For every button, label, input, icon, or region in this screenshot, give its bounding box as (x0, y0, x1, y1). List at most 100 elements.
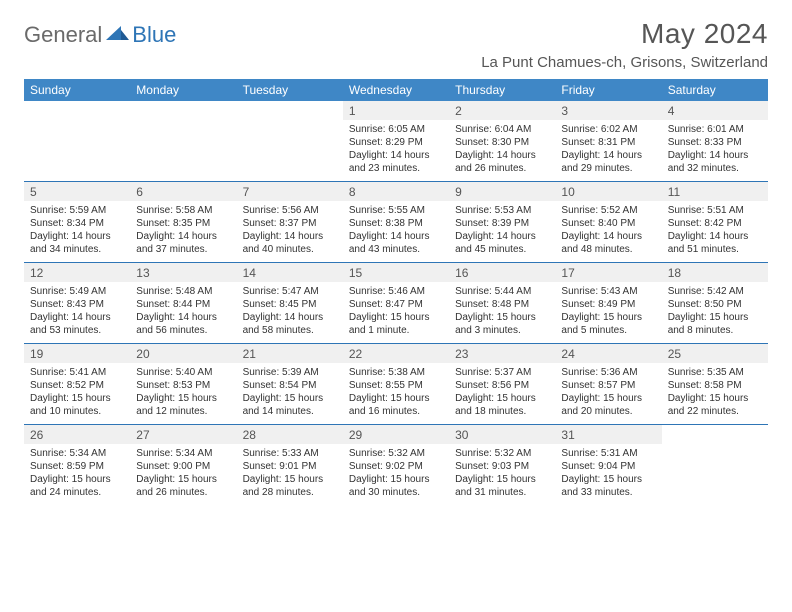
sunset-text: Sunset: 8:59 PM (30, 460, 124, 473)
day-detail: Sunrise: 5:48 AMSunset: 8:44 PMDaylight:… (130, 282, 236, 344)
day-number: 1 (343, 101, 449, 120)
detail-row: Sunrise: 5:59 AMSunset: 8:34 PMDaylight:… (24, 201, 768, 263)
day-detail: Sunrise: 6:05 AMSunset: 8:29 PMDaylight:… (343, 120, 449, 182)
sunrise-text: Sunrise: 5:36 AM (561, 366, 655, 379)
calendar-table: Sunday Monday Tuesday Wednesday Thursday… (24, 79, 768, 505)
dow-saturday: Saturday (662, 79, 768, 101)
daylight-text: and 3 minutes. (455, 324, 549, 337)
daylight-text: Daylight: 14 hours (668, 230, 762, 243)
day-number: 24 (555, 344, 661, 363)
sunset-text: Sunset: 8:29 PM (349, 136, 443, 149)
day-detail: Sunrise: 5:40 AMSunset: 8:53 PMDaylight:… (130, 363, 236, 425)
daylight-text: and 34 minutes. (30, 243, 124, 256)
day-number: 29 (343, 425, 449, 444)
day-number: 5 (24, 182, 130, 201)
empty-cell (130, 101, 236, 120)
empty-cell (237, 120, 343, 182)
daylight-text: Daylight: 15 hours (349, 392, 443, 405)
sunset-text: Sunset: 9:02 PM (349, 460, 443, 473)
day-detail: Sunrise: 5:52 AMSunset: 8:40 PMDaylight:… (555, 201, 661, 263)
day-number: 28 (237, 425, 343, 444)
day-detail: Sunrise: 5:46 AMSunset: 8:47 PMDaylight:… (343, 282, 449, 344)
daylight-text: Daylight: 15 hours (455, 473, 549, 486)
daylight-text: Daylight: 14 hours (349, 149, 443, 162)
sunset-text: Sunset: 8:57 PM (561, 379, 655, 392)
daylight-text: and 23 minutes. (349, 162, 443, 175)
daynum-row: 19202122232425 (24, 344, 768, 363)
daylight-text: and 29 minutes. (561, 162, 655, 175)
dow-friday: Friday (555, 79, 661, 101)
day-number: 15 (343, 263, 449, 282)
day-detail: Sunrise: 5:34 AMSunset: 8:59 PMDaylight:… (24, 444, 130, 505)
brand-part2: Blue (132, 22, 176, 48)
daylight-text: and 32 minutes. (668, 162, 762, 175)
sunset-text: Sunset: 9:01 PM (243, 460, 337, 473)
daylight-text: Daylight: 14 hours (455, 149, 549, 162)
day-detail: Sunrise: 6:04 AMSunset: 8:30 PMDaylight:… (449, 120, 555, 182)
empty-cell (662, 425, 768, 444)
daylight-text: and 56 minutes. (136, 324, 230, 337)
daylight-text: and 30 minutes. (349, 486, 443, 499)
daylight-text: Daylight: 15 hours (561, 311, 655, 324)
daylight-text: and 37 minutes. (136, 243, 230, 256)
sunrise-text: Sunrise: 5:55 AM (349, 204, 443, 217)
daylight-text: Daylight: 14 hours (136, 311, 230, 324)
day-number: 17 (555, 263, 661, 282)
dow-monday: Monday (130, 79, 236, 101)
day-detail: Sunrise: 5:58 AMSunset: 8:35 PMDaylight:… (130, 201, 236, 263)
detail-row: Sunrise: 6:05 AMSunset: 8:29 PMDaylight:… (24, 120, 768, 182)
day-number: 27 (130, 425, 236, 444)
daylight-text: Daylight: 15 hours (349, 473, 443, 486)
daylight-text: Daylight: 15 hours (136, 473, 230, 486)
daylight-text: Daylight: 15 hours (668, 311, 762, 324)
sunrise-text: Sunrise: 6:04 AM (455, 123, 549, 136)
daylight-text: Daylight: 14 hours (561, 149, 655, 162)
day-detail: Sunrise: 5:37 AMSunset: 8:56 PMDaylight:… (449, 363, 555, 425)
day-detail: Sunrise: 5:34 AMSunset: 9:00 PMDaylight:… (130, 444, 236, 505)
sunset-text: Sunset: 8:54 PM (243, 379, 337, 392)
day-number: 14 (237, 263, 343, 282)
title-block: May 2024 La Punt Chamues-ch, Grisons, Sw… (481, 18, 768, 71)
daylight-text: Daylight: 14 hours (243, 230, 337, 243)
empty-cell (130, 120, 236, 182)
day-number: 13 (130, 263, 236, 282)
daylight-text: Daylight: 15 hours (243, 392, 337, 405)
day-detail: Sunrise: 5:47 AMSunset: 8:45 PMDaylight:… (237, 282, 343, 344)
day-number: 23 (449, 344, 555, 363)
sunrise-text: Sunrise: 5:47 AM (243, 285, 337, 298)
sunrise-text: Sunrise: 5:49 AM (30, 285, 124, 298)
day-number: 20 (130, 344, 236, 363)
day-number: 11 (662, 182, 768, 201)
sunrise-text: Sunrise: 5:46 AM (349, 285, 443, 298)
day-detail: Sunrise: 5:39 AMSunset: 8:54 PMDaylight:… (237, 363, 343, 425)
daylight-text: Daylight: 15 hours (668, 392, 762, 405)
page: General Blue May 2024 La Punt Chamues-ch… (0, 0, 792, 515)
dow-sunday: Sunday (24, 79, 130, 101)
detail-row: Sunrise: 5:34 AMSunset: 8:59 PMDaylight:… (24, 444, 768, 505)
sunrise-text: Sunrise: 5:58 AM (136, 204, 230, 217)
sunrise-text: Sunrise: 5:53 AM (455, 204, 549, 217)
sunset-text: Sunset: 8:48 PM (455, 298, 549, 311)
daylight-text: and 5 minutes. (561, 324, 655, 337)
logo-triangle-icon (106, 22, 130, 40)
daylight-text: Daylight: 14 hours (30, 311, 124, 324)
brand-logo: General Blue (24, 18, 176, 48)
daylight-text: Daylight: 15 hours (561, 392, 655, 405)
daylight-text: Daylight: 15 hours (30, 392, 124, 405)
daylight-text: and 53 minutes. (30, 324, 124, 337)
sunrise-text: Sunrise: 5:43 AM (561, 285, 655, 298)
day-number: 3 (555, 101, 661, 120)
sunrise-text: Sunrise: 5:32 AM (455, 447, 549, 460)
daylight-text: and 10 minutes. (30, 405, 124, 418)
sunrise-text: Sunrise: 5:56 AM (243, 204, 337, 217)
header: General Blue May 2024 La Punt Chamues-ch… (24, 18, 768, 71)
day-number: 8 (343, 182, 449, 201)
day-detail: Sunrise: 6:01 AMSunset: 8:33 PMDaylight:… (662, 120, 768, 182)
empty-cell (24, 101, 130, 120)
sunset-text: Sunset: 8:31 PM (561, 136, 655, 149)
daylight-text: and 43 minutes. (349, 243, 443, 256)
day-detail: Sunrise: 5:43 AMSunset: 8:49 PMDaylight:… (555, 282, 661, 344)
sunset-text: Sunset: 9:00 PM (136, 460, 230, 473)
daylight-text: Daylight: 14 hours (349, 230, 443, 243)
sunset-text: Sunset: 8:45 PM (243, 298, 337, 311)
